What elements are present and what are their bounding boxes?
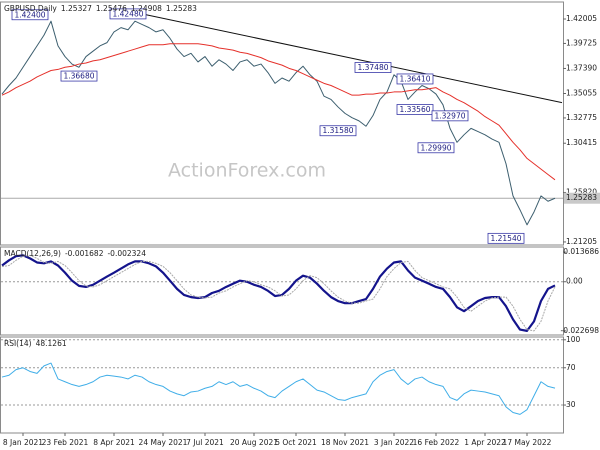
level-label: 1.42400 <box>14 10 45 19</box>
panel-frame <box>0 1 564 246</box>
indicator-line <box>1 43 556 181</box>
level-label: 1.36410 <box>399 74 430 83</box>
level-label: 1.32970 <box>434 111 465 120</box>
level-label: 1.29990 <box>420 143 451 152</box>
x-tick-label: 8 Jan 2021 <box>3 438 43 447</box>
level-box <box>417 142 455 154</box>
x-tick-label: 18 Nov 2021 <box>321 438 369 447</box>
x-tick-label: 23 Feb 2021 <box>42 438 89 447</box>
y-tick-label: 1.25283 <box>566 193 597 202</box>
x-tick-label: 1 Apr 2022 <box>464 438 506 447</box>
y-tick-label: 1.32775 <box>566 113 597 122</box>
y-tick-label: 1.25820 <box>566 187 597 196</box>
y-tick-label: 0.00 <box>566 277 583 286</box>
panel-header: 48.1261 <box>36 339 67 348</box>
trendline <box>141 13 563 104</box>
level-box <box>396 104 434 115</box>
level-label: 1.37480 <box>357 63 388 72</box>
level-box <box>354 62 392 73</box>
level-label: 1.21540 <box>490 234 521 243</box>
panel-header: -0.002324 <box>107 249 146 258</box>
panel-header: -0.001682 <box>65 249 104 258</box>
level-box <box>319 125 357 137</box>
x-tick-label: 20 Aug 2021 <box>230 438 278 447</box>
level-label: 1.31580 <box>322 126 353 135</box>
panel-header: 1.24908 <box>131 4 162 13</box>
y-tick-label: 1.30415 <box>566 138 597 147</box>
y-tick-label: 1.21205 <box>566 237 597 246</box>
y-tick-label: 1.37390 <box>566 63 597 72</box>
panel-frame <box>0 336 564 434</box>
indicator-line <box>1 254 556 332</box>
indicator-line <box>1 362 556 415</box>
price-line <box>1 20 556 226</box>
level-box <box>431 110 469 122</box>
panel-header: 1.25283 <box>166 4 197 13</box>
y-tick-label: 100 <box>566 335 581 344</box>
level-box <box>396 73 434 85</box>
x-tick-label: 3 Jan 2022 <box>374 438 414 447</box>
panel-header: GBPUSD,Daily <box>4 4 57 13</box>
x-tick-label: 24 May 2021 <box>139 438 188 447</box>
y-tick-label: 1.42005 <box>566 14 597 23</box>
level-box <box>487 232 525 244</box>
x-tick-label: 7 Jul 2021 <box>186 438 224 447</box>
panel-frame <box>0 246 564 336</box>
y-tick-label: 1.39725 <box>566 38 597 47</box>
panel-header: 1.25476 <box>96 4 127 13</box>
level-box <box>60 70 98 82</box>
y-tick-label: 1.35055 <box>566 88 597 97</box>
y-tick-label: 70 <box>566 363 576 372</box>
y-tick-label: -0.022698 <box>561 326 600 335</box>
x-tick-label: 17 May 2022 <box>503 438 552 447</box>
last-price-box <box>564 192 600 204</box>
panel-header: RSI(14) <box>4 339 32 348</box>
x-tick-label: 5 Oct 2021 <box>275 438 317 447</box>
indicator-line <box>1 254 556 332</box>
watermark: ActionForex.com <box>168 160 326 182</box>
level-label: 1.42480 <box>112 9 143 18</box>
level-label: 1.33560 <box>399 105 430 114</box>
panel-header: MACD(12,26,9) <box>4 249 61 258</box>
panel-header: 1.25327 <box>61 4 92 13</box>
x-tick-label: 8 Apr 2021 <box>93 438 135 447</box>
level-box <box>109 8 147 20</box>
y-tick-label: 0.013686 <box>563 247 599 256</box>
level-label: 1.36680 <box>63 72 94 81</box>
level-box <box>11 9 49 21</box>
x-tick-label: 16 Feb 2022 <box>413 438 460 447</box>
y-tick-label: 30 <box>566 400 576 409</box>
